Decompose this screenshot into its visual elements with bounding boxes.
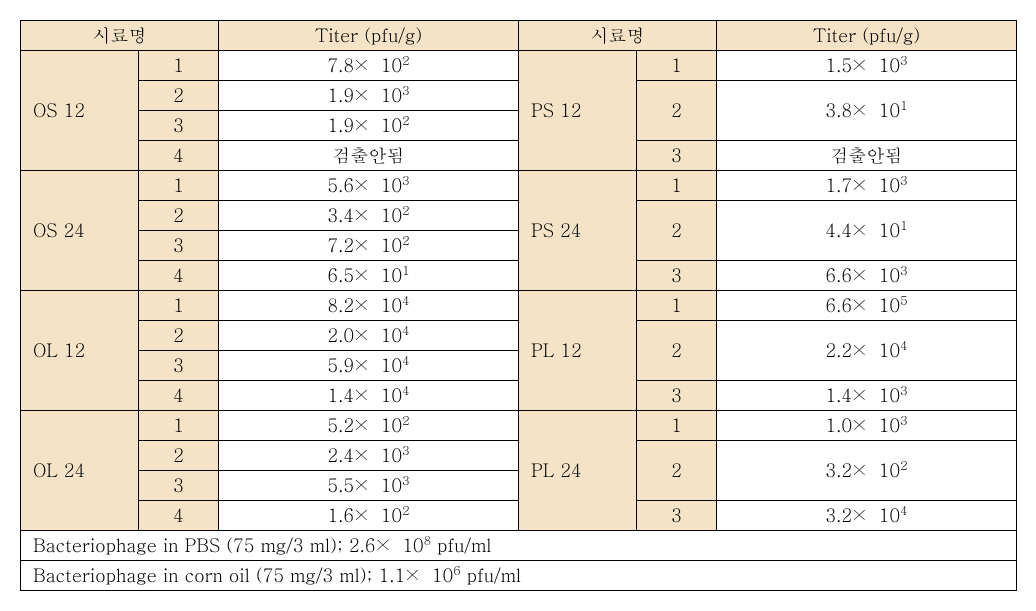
titer-value-right: 검출안됨 bbox=[717, 141, 1017, 171]
sample-index-left: 1 bbox=[139, 171, 219, 201]
sample-index-left: 4 bbox=[139, 141, 219, 171]
sample-index-right: 2 bbox=[637, 321, 717, 381]
footer-text: Bacteriophage in PBS (75 mg/3 ml); 2.6× … bbox=[21, 531, 1017, 561]
sample-name-right: PS 24 bbox=[519, 171, 637, 291]
sample-index-left: 4 bbox=[139, 261, 219, 291]
footer-text: Bacteriophage in corn oil (75 mg/3 ml); … bbox=[21, 561, 1017, 591]
sample-index-left: 3 bbox=[139, 111, 219, 141]
sample-index-left: 2 bbox=[139, 81, 219, 111]
sample-name-right: PL 12 bbox=[519, 291, 637, 411]
sample-index-left: 2 bbox=[139, 321, 219, 351]
titer-value-left: 3.4× 102 bbox=[219, 201, 519, 231]
titer-value-left: 1.6× 102 bbox=[219, 501, 519, 531]
titer-value-right: 1.0× 103 bbox=[717, 411, 1017, 441]
sample-index-right: 3 bbox=[637, 141, 717, 171]
sample-index-left: 3 bbox=[139, 471, 219, 501]
sample-name-left: OL 12 bbox=[21, 291, 139, 411]
sample-index-right: 1 bbox=[637, 411, 717, 441]
header-titer-right: Titer (pfu/g) bbox=[717, 21, 1017, 51]
table-row: OL 1218.2× 104PL 1216.6× 105 bbox=[21, 291, 1017, 321]
sample-index-left: 1 bbox=[139, 51, 219, 81]
sample-index-right: 2 bbox=[637, 201, 717, 261]
header-titer-left: Titer (pfu/g) bbox=[219, 21, 519, 51]
table-row: OS 1217.8× 102PS 1211.5× 103 bbox=[21, 51, 1017, 81]
titer-value-right: 6.6× 105 bbox=[717, 291, 1017, 321]
table-body: OS 1217.8× 102PS 1211.5× 10321.9× 10323.… bbox=[21, 51, 1017, 591]
titer-value-left: 5.6× 103 bbox=[219, 171, 519, 201]
sample-index-right: 2 bbox=[637, 81, 717, 141]
titer-value-left: 1.9× 103 bbox=[219, 81, 519, 111]
titer-value-left: 2.0× 104 bbox=[219, 321, 519, 351]
sample-index-right: 3 bbox=[637, 261, 717, 291]
titer-value-right: 6.6× 103 bbox=[717, 261, 1017, 291]
footer-row: Bacteriophage in corn oil (75 mg/3 ml); … bbox=[21, 561, 1017, 591]
sample-index-left: 4 bbox=[139, 501, 219, 531]
titer-value-left: 1.9× 102 bbox=[219, 111, 519, 141]
sample-name-left: OL 24 bbox=[21, 411, 139, 531]
titer-value-left: 5.9× 104 bbox=[219, 351, 519, 381]
titer-value-left: 5.5× 103 bbox=[219, 471, 519, 501]
sample-index-left: 1 bbox=[139, 411, 219, 441]
table-row: OS 2415.6× 103PS 2411.7× 103 bbox=[21, 171, 1017, 201]
sample-index-left: 4 bbox=[139, 381, 219, 411]
sample-index-right: 3 bbox=[637, 501, 717, 531]
titer-value-right: 3.2× 102 bbox=[717, 441, 1017, 501]
titer-value-left: 8.2× 104 bbox=[219, 291, 519, 321]
titer-value-right: 1.5× 103 bbox=[717, 51, 1017, 81]
sample-index-left: 3 bbox=[139, 351, 219, 381]
sample-name-right: PL 24 bbox=[519, 411, 637, 531]
sample-index-left: 3 bbox=[139, 231, 219, 261]
sample-index-left: 1 bbox=[139, 291, 219, 321]
titer-value-right: 4.4× 101 bbox=[717, 201, 1017, 261]
titer-value-left: 1.4× 104 bbox=[219, 381, 519, 411]
titer-value-right: 1.4× 103 bbox=[717, 381, 1017, 411]
sample-index-right: 2 bbox=[637, 441, 717, 501]
sample-index-right: 1 bbox=[637, 291, 717, 321]
titer-table: 시료명 Titer (pfu/g) 시료명 Titer (pfu/g) OS 1… bbox=[20, 20, 1017, 591]
titer-value-left: 6.5× 101 bbox=[219, 261, 519, 291]
header-sample-right: 시료명 bbox=[519, 21, 717, 51]
sample-name-left: OS 12 bbox=[21, 51, 139, 171]
sample-name-right: PS 12 bbox=[519, 51, 637, 171]
titer-value-left: 5.2× 102 bbox=[219, 411, 519, 441]
titer-value-right: 2.2× 104 bbox=[717, 321, 1017, 381]
sample-index-right: 3 bbox=[637, 381, 717, 411]
titer-value-left: 2.4× 103 bbox=[219, 441, 519, 471]
sample-index-right: 1 bbox=[637, 171, 717, 201]
sample-index-right: 1 bbox=[637, 51, 717, 81]
titer-value-right: 3.8× 101 bbox=[717, 81, 1017, 141]
header-sample-left: 시료명 bbox=[21, 21, 219, 51]
titer-value-right: 1.7× 103 bbox=[717, 171, 1017, 201]
titer-value-right: 3.2× 104 bbox=[717, 501, 1017, 531]
titer-value-left: 7.8× 102 bbox=[219, 51, 519, 81]
sample-name-left: OS 24 bbox=[21, 171, 139, 291]
titer-value-left: 7.2× 102 bbox=[219, 231, 519, 261]
table-row: OL 2415.2× 102PL 2411.0× 103 bbox=[21, 411, 1017, 441]
titer-value-left: 검출안됨 bbox=[219, 141, 519, 171]
sample-index-left: 2 bbox=[139, 201, 219, 231]
sample-index-left: 2 bbox=[139, 441, 219, 471]
footer-row: Bacteriophage in PBS (75 mg/3 ml); 2.6× … bbox=[21, 531, 1017, 561]
header-row: 시료명 Titer (pfu/g) 시료명 Titer (pfu/g) bbox=[21, 21, 1017, 51]
